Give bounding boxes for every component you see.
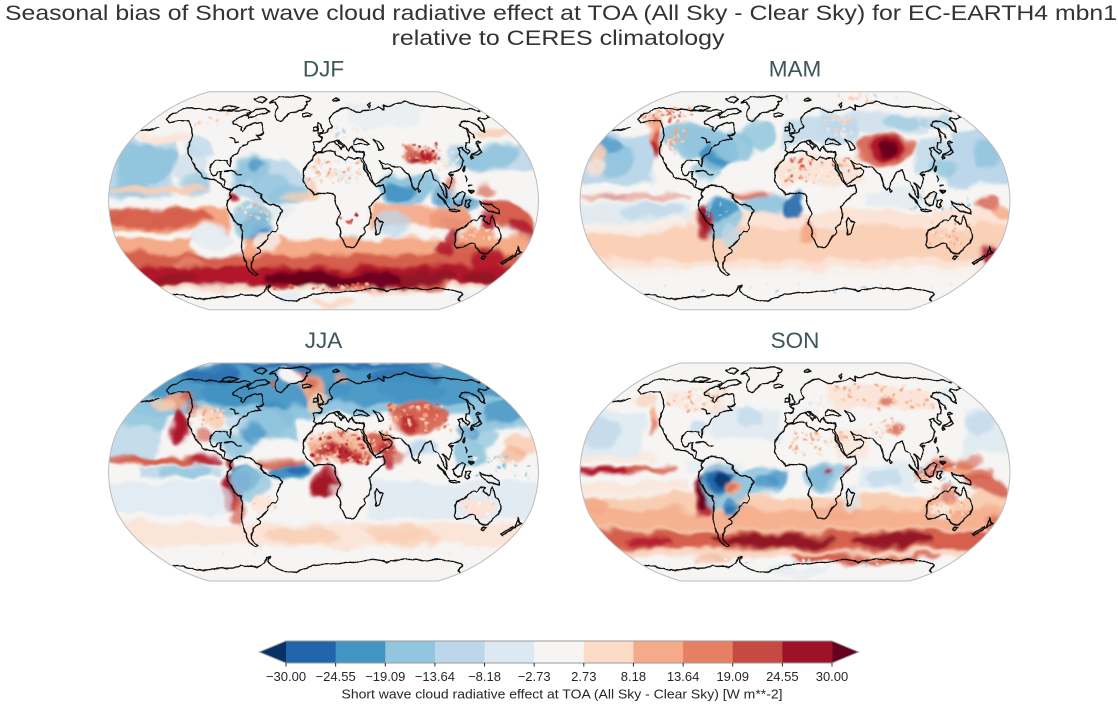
svg-text:−13.64: −13.64 <box>415 669 455 684</box>
svg-text:13.64: 13.64 <box>667 669 700 684</box>
svg-text:8.18: 8.18 <box>621 669 646 684</box>
svg-text:−2.73: −2.73 <box>518 669 551 684</box>
svg-text:−8.18: −8.18 <box>468 669 501 684</box>
svg-text:Seasonal bias of Short wave cl: Seasonal bias of Short wave cloud radiat… <box>5 2 1117 25</box>
svg-text:−19.09: −19.09 <box>365 669 405 684</box>
svg-text:30.00: 30.00 <box>816 669 849 684</box>
svg-text:MAM: MAM <box>769 57 822 82</box>
svg-text:−30.00: −30.00 <box>266 669 306 684</box>
svg-text:19.09: 19.09 <box>716 669 749 684</box>
svg-text:−24.55: −24.55 <box>316 669 356 684</box>
svg-text:relative to CERES climatology: relative to CERES climatology <box>392 27 726 50</box>
svg-text:Short wave cloud radiative eff: Short wave cloud radiative effect at TOA… <box>342 687 783 702</box>
svg-text:24.55: 24.55 <box>766 669 799 684</box>
svg-text:SON: SON <box>771 328 820 353</box>
svg-text:JJA: JJA <box>305 328 343 353</box>
svg-text:2.73: 2.73 <box>571 669 596 684</box>
svg-text:DJF: DJF <box>303 57 344 82</box>
